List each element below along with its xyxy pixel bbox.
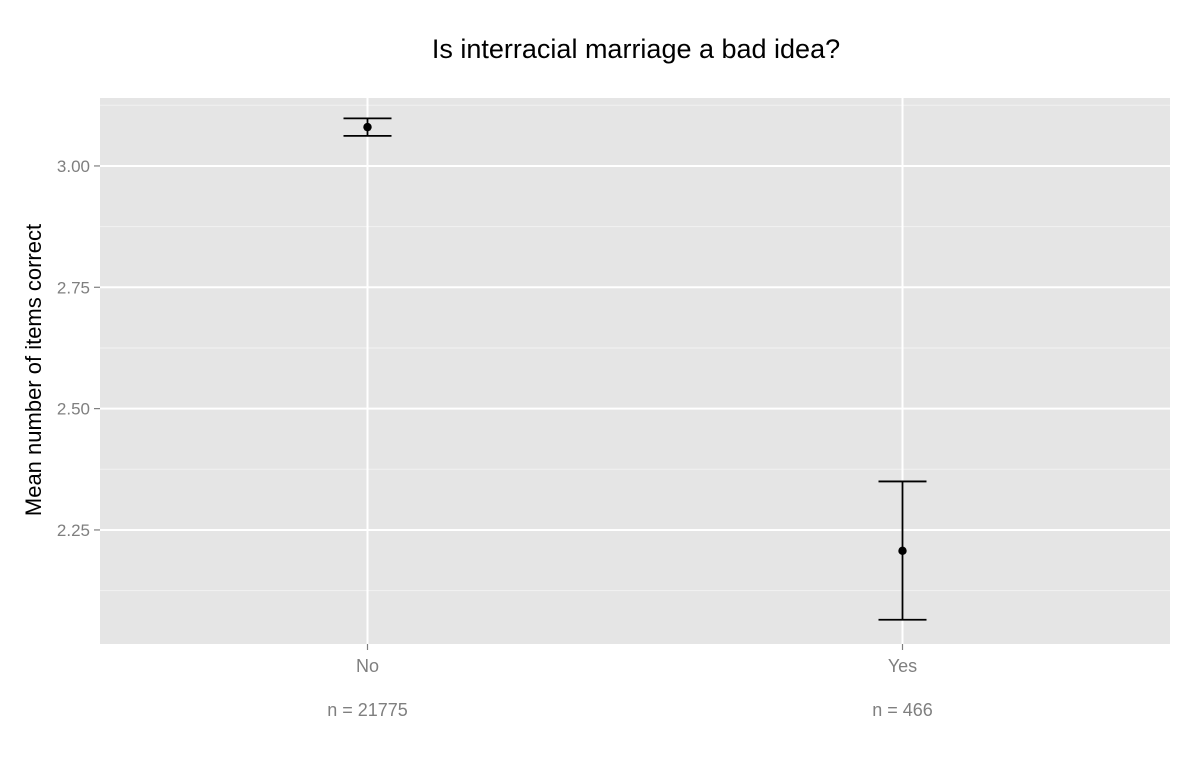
y-axis-label: Mean number of items correct — [21, 224, 46, 516]
sample-size-label: n = 21775 — [327, 700, 408, 720]
y-tick-label: 2.75 — [57, 278, 90, 297]
plot-panel — [100, 98, 1170, 644]
y-tick-label: 2.50 — [57, 400, 90, 419]
x-tick-label: Yes — [888, 656, 917, 676]
x-tick-label: No — [356, 656, 379, 676]
axes: 2.25 2.50 2.75 3.00 No n = 21775 Yes n = 466 — [57, 157, 933, 720]
chart-title: Is interracial marriage a bad idea? — [432, 34, 840, 64]
sample-size-label: n = 466 — [872, 700, 933, 720]
y-tick-label: 2.25 — [57, 521, 90, 540]
grid-lines — [100, 98, 1170, 644]
y-tick-label: 3.00 — [57, 157, 90, 176]
mean-point — [898, 546, 907, 556]
mean-point — [363, 122, 372, 132]
data-marks — [343, 117, 927, 621]
